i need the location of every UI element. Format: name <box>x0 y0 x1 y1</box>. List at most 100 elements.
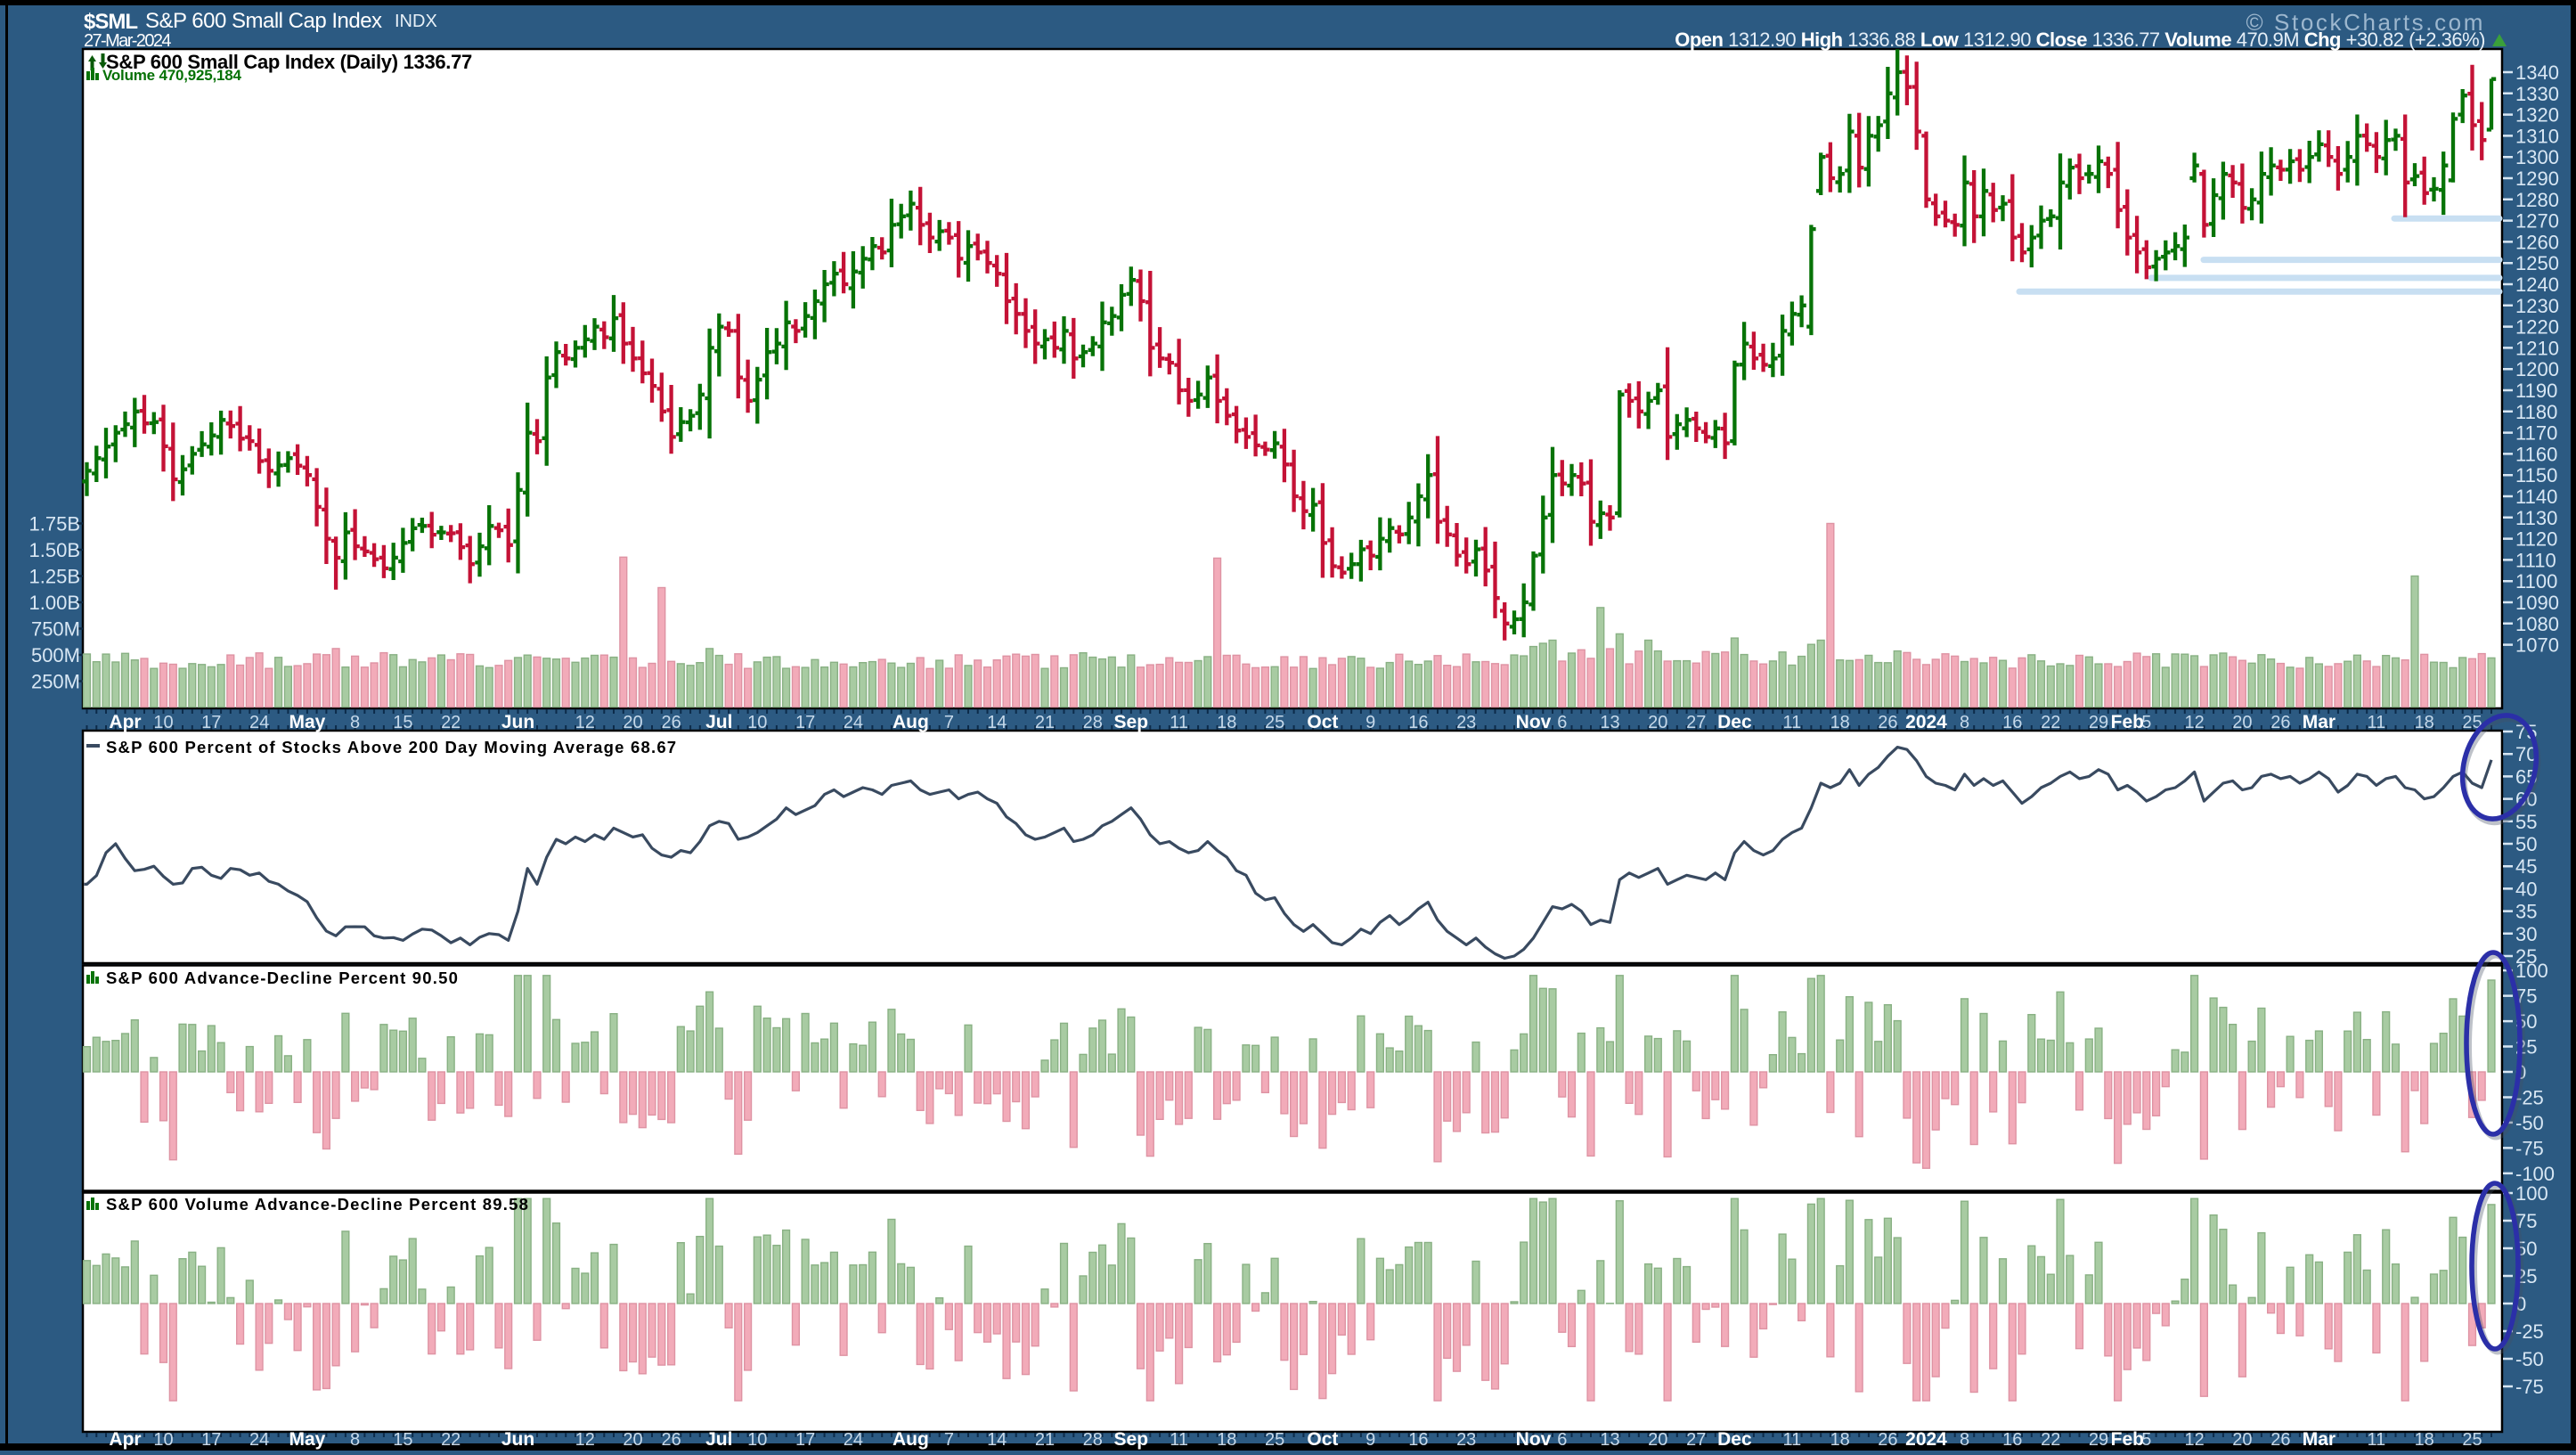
svg-text:Jun: Jun <box>501 712 534 732</box>
svg-text:26: 26 <box>661 713 681 732</box>
svg-text:1110: 1110 <box>2515 549 2556 571</box>
svg-text:9: 9 <box>1365 1430 1375 1450</box>
svg-text:24: 24 <box>844 713 863 732</box>
svg-text:26: 26 <box>1878 1430 1897 1450</box>
svg-text:2024: 2024 <box>1905 1429 1947 1450</box>
svg-text:Apr: Apr <box>109 1429 141 1450</box>
svg-text:8: 8 <box>350 1430 360 1450</box>
svg-text:$SML: $SML <box>84 10 137 34</box>
svg-text:22: 22 <box>2041 713 2060 732</box>
svg-text:17: 17 <box>201 713 221 732</box>
svg-text:18: 18 <box>1217 1430 1236 1450</box>
svg-text:26: 26 <box>2270 713 2290 732</box>
svg-text:11: 11 <box>1783 1430 1802 1450</box>
svg-text:8: 8 <box>350 713 360 732</box>
svg-text:22: 22 <box>2041 1430 2060 1450</box>
svg-text:9: 9 <box>1365 713 1375 732</box>
svg-text:1120: 1120 <box>2515 528 2557 551</box>
svg-text:100: 100 <box>2515 960 2548 982</box>
svg-text:1.50B: 1.50B <box>29 539 81 561</box>
svg-text:20: 20 <box>1648 1430 1667 1450</box>
svg-text:1220: 1220 <box>2515 316 2559 339</box>
svg-text:Jun: Jun <box>501 1429 534 1450</box>
svg-text:29: 29 <box>2089 1430 2108 1450</box>
svg-text:5: 5 <box>2141 1430 2151 1450</box>
svg-text:40: 40 <box>2515 878 2537 900</box>
svg-text:11: 11 <box>1170 1430 1188 1450</box>
svg-text:26: 26 <box>661 1430 681 1450</box>
svg-text:1210: 1210 <box>2515 337 2559 359</box>
svg-text:1.25B: 1.25B <box>29 566 81 588</box>
svg-text:18: 18 <box>1830 713 1850 732</box>
svg-text:S&P 600 Volume Advance-Decline: S&P 600 Volume Advance-Decline Percent 8… <box>106 1195 529 1214</box>
svg-text:1230: 1230 <box>2515 295 2559 317</box>
svg-text:13: 13 <box>1600 1430 1619 1450</box>
svg-text:20: 20 <box>1648 713 1667 732</box>
svg-text:30: 30 <box>2515 923 2537 945</box>
svg-text:7: 7 <box>944 1430 954 1450</box>
svg-text:May: May <box>289 1429 325 1450</box>
svg-text:16: 16 <box>1408 713 1428 732</box>
svg-text:26: 26 <box>1878 713 1897 732</box>
svg-text:Oct: Oct <box>1307 1429 1338 1450</box>
svg-text:27-Mar-2024: 27-Mar-2024 <box>84 31 171 51</box>
svg-text:13: 13 <box>1600 713 1619 732</box>
svg-text:-75: -75 <box>2515 1376 2544 1398</box>
svg-text:27: 27 <box>1686 1430 1706 1450</box>
svg-text:Volume 470,925,184: Volume 470,925,184 <box>102 67 242 84</box>
svg-text:1330: 1330 <box>2515 83 2559 105</box>
svg-text:1260: 1260 <box>2515 231 2559 253</box>
svg-text:1130: 1130 <box>2515 507 2557 529</box>
svg-text:45: 45 <box>2515 855 2537 878</box>
svg-text:1.75B: 1.75B <box>29 513 81 535</box>
svg-text:1280: 1280 <box>2515 189 2559 211</box>
svg-text:1090: 1090 <box>2515 592 2559 614</box>
svg-text:-25: -25 <box>2515 1320 2544 1343</box>
svg-text:21: 21 <box>1035 1430 1055 1450</box>
svg-text:17: 17 <box>201 1430 221 1450</box>
svg-text:Apr: Apr <box>109 712 141 732</box>
svg-text:Nov: Nov <box>1516 1429 1552 1450</box>
svg-text:5: 5 <box>2141 713 2151 732</box>
svg-text:1340: 1340 <box>2515 61 2559 84</box>
svg-text:12: 12 <box>575 713 595 732</box>
svg-text:1290: 1290 <box>2515 168 2559 190</box>
svg-text:11: 11 <box>2368 713 2386 732</box>
svg-text:24: 24 <box>249 713 269 732</box>
svg-text:S&P 600 Percent of Stocks Abov: S&P 600 Percent of Stocks Above 200 Day … <box>106 738 677 756</box>
svg-text:1300: 1300 <box>2515 146 2559 168</box>
svg-text:Dec: Dec <box>1717 1429 1752 1450</box>
svg-text:1180: 1180 <box>2515 401 2557 423</box>
svg-text:20: 20 <box>623 713 642 732</box>
svg-text:May: May <box>289 712 325 732</box>
svg-text:25: 25 <box>1265 713 1284 732</box>
svg-text:S&P 600 Small Cap Index: S&P 600 Small Cap Index <box>145 9 382 33</box>
svg-text:21: 21 <box>1035 713 1055 732</box>
svg-text:1080: 1080 <box>2515 613 2559 635</box>
svg-text:Mar: Mar <box>2303 712 2336 732</box>
svg-text:24: 24 <box>249 1430 269 1450</box>
svg-text:2024: 2024 <box>1905 712 1947 732</box>
svg-text:20: 20 <box>623 1430 642 1450</box>
svg-text:1070: 1070 <box>2515 634 2559 657</box>
svg-text:-75: -75 <box>2515 1137 2544 1159</box>
svg-text:6: 6 <box>1557 1430 1567 1450</box>
svg-text:15: 15 <box>393 1430 412 1450</box>
svg-text:23: 23 <box>1456 1430 1476 1450</box>
svg-text:10: 10 <box>747 1430 767 1450</box>
svg-text:1.00B: 1.00B <box>29 592 81 614</box>
svg-text:50: 50 <box>2515 833 2537 855</box>
svg-text:Sep: Sep <box>1114 712 1149 732</box>
svg-text:18: 18 <box>1217 713 1236 732</box>
svg-text:1250: 1250 <box>2515 252 2559 274</box>
svg-text:12: 12 <box>2184 713 2204 732</box>
svg-text:11: 11 <box>2368 1430 2386 1450</box>
svg-text:1240: 1240 <box>2515 274 2559 296</box>
svg-text:10: 10 <box>153 1430 173 1450</box>
svg-text:Jul: Jul <box>705 1429 732 1450</box>
svg-text:25: 25 <box>2462 1430 2482 1450</box>
svg-text:23: 23 <box>1456 713 1476 732</box>
svg-text:100: 100 <box>2515 1182 2548 1205</box>
svg-text:500M: 500M <box>31 644 80 666</box>
svg-text:25: 25 <box>1265 1430 1284 1450</box>
